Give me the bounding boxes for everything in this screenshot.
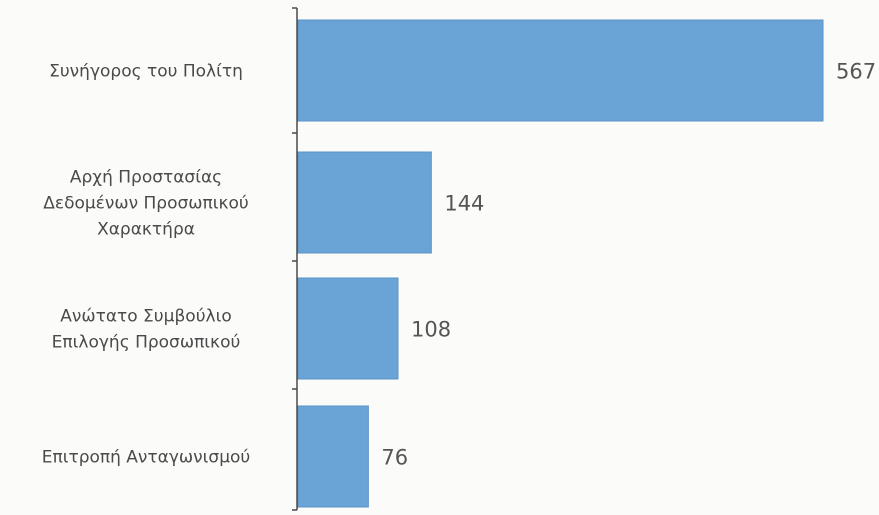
- bar: [297, 405, 369, 508]
- bar: [297, 151, 432, 254]
- axis-layer: [292, 7, 298, 511]
- category-label-line: Ανώτατο Συμβούλιο: [60, 307, 232, 327]
- bars-layer: [297, 19, 824, 508]
- bar-value-label: 144: [444, 192, 484, 216]
- category-label-line: Επιτροπή Ανταγωνισμού: [42, 448, 251, 468]
- category-label-line: Αρχή Προστασίας: [70, 168, 222, 188]
- bar: [297, 277, 399, 380]
- value-labels: 567 144 108 76: [381, 60, 876, 470]
- category-label: Επιτροπή Ανταγωνισμού: [42, 448, 251, 468]
- category-label-line: Επιλογής Προσωπικού: [52, 333, 241, 353]
- category-label-line: Χαρακτήρα: [97, 220, 195, 240]
- bar-value-label: 76: [381, 446, 408, 470]
- bar: [297, 19, 824, 122]
- category-labels: Συνήγορος του Πολίτη Αρχή Προστασίας Δεδομ…: [42, 62, 251, 468]
- category-label: Ανώτατο Συμβούλιο Επιλογής Προσωπικού: [52, 307, 241, 353]
- bar-value-label: 567: [836, 60, 876, 84]
- category-label: Συνήγορος του Πολίτη: [49, 62, 243, 82]
- bar-value-label: 108: [411, 318, 451, 342]
- category-label-line: Συνήγορος του Πολίτη: [49, 62, 243, 82]
- category-label-line: Δεδομένων Προσωπικού: [43, 194, 249, 214]
- category-label: Αρχή Προστασίας Δεδομένων Προσωπικού Χαρακ…: [43, 168, 249, 240]
